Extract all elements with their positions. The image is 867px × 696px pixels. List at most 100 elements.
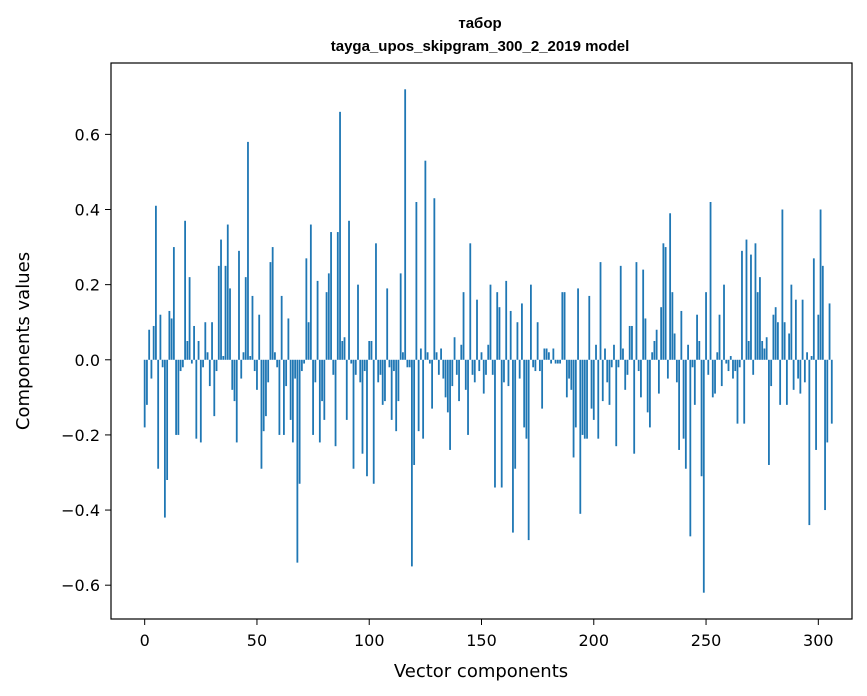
bar: [563, 292, 566, 360]
bar: [599, 262, 602, 360]
bar: [806, 352, 808, 360]
bar: [759, 277, 761, 360]
bar: [249, 356, 252, 360]
x-tick-label: 50: [247, 631, 267, 650]
bar: [752, 359, 755, 375]
bar: [399, 273, 402, 360]
bar: [765, 337, 768, 360]
bar: [736, 359, 739, 424]
y-axis-label: Components values: [13, 252, 34, 430]
bar: [287, 318, 290, 360]
bar: [345, 359, 348, 420]
bar: [424, 160, 427, 360]
bar: [390, 359, 393, 420]
bar: [208, 359, 211, 387]
bar: [318, 359, 321, 443]
bar: [363, 359, 366, 372]
bar: [819, 209, 822, 360]
bar: [473, 359, 476, 383]
bar: [552, 348, 555, 360]
bar: [379, 359, 382, 375]
bar: [788, 333, 791, 360]
x-tick-label: 300: [803, 631, 834, 650]
bar: [570, 359, 573, 390]
bar: [307, 322, 310, 360]
bar: [446, 359, 449, 413]
bar: [312, 359, 314, 435]
bar: [384, 359, 386, 402]
bar: [774, 307, 777, 360]
bar: [417, 359, 420, 432]
bar: [294, 359, 297, 379]
bar: [271, 247, 274, 360]
bar: [601, 359, 604, 402]
bar: [325, 292, 328, 360]
bar: [386, 288, 389, 360]
bar: [729, 356, 732, 360]
x-tick-label: 100: [354, 631, 385, 650]
bar: [631, 325, 633, 360]
bar: [633, 359, 636, 454]
bar: [444, 359, 447, 398]
bar: [682, 359, 685, 439]
bar: [377, 359, 380, 383]
y-tick-label: 0.4: [75, 201, 100, 220]
bar: [783, 322, 786, 360]
bar: [253, 359, 256, 372]
bar: [406, 359, 409, 368]
bar: [258, 314, 261, 360]
bar: [644, 318, 647, 360]
bar: [428, 359, 431, 364]
bar: [671, 292, 674, 360]
bar: [413, 359, 416, 465]
bar: [215, 359, 218, 372]
bar: [437, 359, 440, 375]
bar: [285, 359, 288, 387]
bar: [794, 299, 797, 360]
bar: [190, 359, 193, 364]
bar: [826, 359, 829, 443]
bar: [375, 243, 377, 360]
bar: [433, 198, 436, 360]
bar: [462, 292, 465, 360]
bar: [498, 307, 501, 360]
bar: [521, 303, 523, 360]
bar: [388, 359, 391, 368]
bar: [714, 359, 716, 394]
bar: [689, 359, 692, 537]
bar: [323, 359, 326, 420]
bar: [159, 314, 162, 360]
bar: [395, 359, 398, 432]
chart-title-line1: табор: [458, 15, 501, 32]
bar: [646, 359, 649, 413]
bar: [622, 348, 624, 360]
bar: [604, 348, 606, 360]
bar: [455, 359, 458, 375]
bar: [554, 359, 557, 364]
bar: [415, 202, 418, 360]
bar: [657, 359, 660, 394]
bar: [675, 359, 678, 383]
bar: [168, 310, 171, 360]
bar: [177, 359, 180, 435]
bar: [482, 359, 485, 394]
bar: [597, 359, 600, 439]
bar: [332, 359, 335, 375]
bar: [327, 273, 330, 360]
bar: [166, 359, 169, 480]
bar: [343, 337, 346, 360]
bar: [419, 348, 422, 360]
bar: [256, 359, 258, 390]
bar: [247, 141, 249, 360]
bar: [626, 359, 629, 375]
bar: [184, 220, 186, 360]
bar: [666, 359, 669, 379]
bar: [718, 314, 721, 360]
bar: [152, 325, 155, 360]
bar: [691, 359, 694, 368]
bar: [732, 359, 734, 379]
bars-group: [143, 89, 833, 593]
bar: [527, 359, 530, 541]
bar: [565, 359, 568, 398]
